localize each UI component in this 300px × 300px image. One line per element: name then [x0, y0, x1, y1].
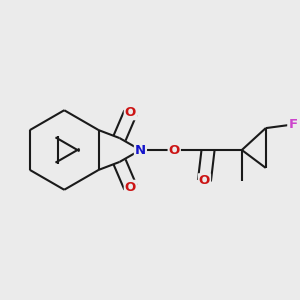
Text: F: F [288, 118, 297, 131]
Text: N: N [135, 143, 146, 157]
Text: O: O [169, 143, 180, 157]
Text: O: O [125, 106, 136, 119]
Text: O: O [199, 174, 210, 187]
Text: O: O [125, 181, 136, 194]
